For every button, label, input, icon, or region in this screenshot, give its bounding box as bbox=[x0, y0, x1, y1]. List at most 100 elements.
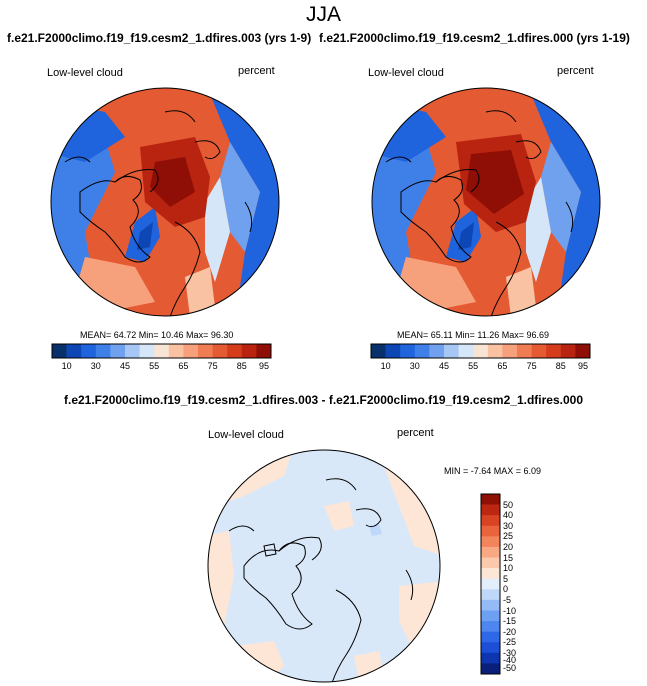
colorbar-swatch bbox=[481, 621, 500, 632]
colorbar-swatch bbox=[481, 525, 500, 537]
colorbar-swatch bbox=[168, 344, 184, 358]
right-tick-label: 45 bbox=[438, 361, 450, 371]
colorbar-swatch bbox=[371, 344, 386, 358]
colorbar-swatch bbox=[481, 494, 500, 505]
left-units-label: percent bbox=[238, 65, 275, 77]
left-stats: MEAN= 64.72 Min= 10.46 Max= 96.30 bbox=[80, 330, 234, 340]
colorbar-swatch bbox=[517, 344, 532, 358]
colorbar-swatch bbox=[481, 642, 500, 654]
diff-tick-label: -20 bbox=[503, 626, 517, 637]
diff-tick-label: -50 bbox=[503, 663, 517, 673]
colorbar-swatch bbox=[481, 589, 500, 601]
colorbar-swatch bbox=[481, 546, 500, 558]
right-units-label: percent bbox=[557, 65, 594, 77]
colorbar-swatch bbox=[487, 344, 503, 358]
left-case-title: f.e21.F2000climo.f19_f19.cesm2_1.dfires.… bbox=[7, 31, 312, 45]
colorbar-swatch bbox=[385, 344, 401, 358]
right-tick-label: 85 bbox=[555, 361, 566, 371]
diff-stats: MIN = -7.64 MAX = 6.09 bbox=[444, 466, 542, 476]
colorbar-swatch bbox=[212, 344, 228, 358]
colorbar-swatch bbox=[256, 344, 272, 358]
colorbar-swatch bbox=[546, 344, 562, 358]
right-tick-label: 55 bbox=[468, 361, 479, 371]
colorbar-swatch bbox=[560, 344, 576, 358]
colorbar-swatch bbox=[429, 344, 445, 358]
left-tick-label: 10 bbox=[61, 361, 72, 371]
colorbar-swatch bbox=[183, 344, 199, 358]
colorbar-swatch bbox=[52, 344, 67, 358]
colorbar-swatch bbox=[198, 344, 213, 358]
colorbar-swatch bbox=[481, 557, 500, 569]
colorbar-swatch bbox=[414, 344, 430, 358]
right-tick-label: 10 bbox=[380, 361, 391, 371]
right-variable-label: Low-level cloud bbox=[368, 67, 444, 79]
colorbar-swatch bbox=[95, 344, 111, 358]
colorbar-swatch bbox=[241, 344, 257, 358]
colorbar-swatch bbox=[481, 515, 500, 527]
colorbar-swatch bbox=[473, 344, 489, 358]
diff-tick-label: 15 bbox=[503, 552, 514, 563]
right-tick-label: 75 bbox=[526, 361, 537, 371]
left-variable-label: Low-level cloud bbox=[47, 67, 123, 79]
colorbar-swatch bbox=[481, 578, 500, 590]
diff-tick-label: -10 bbox=[503, 605, 517, 616]
diff-tick-label: 0 bbox=[503, 584, 509, 595]
right-polar-map bbox=[371, 87, 601, 317]
diff-colorbar-ticks: 50 40 30 25 20 15 10 5 0 -5 -10 -15 -20 … bbox=[481, 494, 541, 674]
diff-tick-label: 25 bbox=[503, 531, 514, 542]
right-stats: MEAN= 65.11 Min= 11.26 Max= 96.69 bbox=[397, 330, 550, 340]
colorbar-swatch bbox=[458, 344, 474, 358]
left-tick-label: 75 bbox=[207, 361, 218, 371]
left-polar-map bbox=[50, 87, 280, 317]
left-tick-label: 30 bbox=[90, 361, 101, 371]
colorbar-swatch bbox=[444, 344, 459, 358]
colorbar-swatch bbox=[125, 344, 140, 358]
colorbar-swatch bbox=[139, 344, 155, 358]
left-tick-label: 95 bbox=[258, 361, 270, 371]
colorbar-swatch bbox=[481, 536, 500, 548]
colorbar-swatch bbox=[481, 568, 500, 580]
colorbar-swatch bbox=[400, 344, 416, 358]
right-colorbar-ticks: 10 30 45 55 65 75 85 95 bbox=[371, 361, 590, 373]
left-tick-label: 85 bbox=[236, 361, 247, 371]
right-tick-label: 30 bbox=[409, 361, 420, 371]
diff-tick-label: -5 bbox=[503, 594, 512, 605]
colorbar-swatch bbox=[154, 344, 170, 358]
diff-tick-label: 30 bbox=[503, 520, 514, 531]
left-tick-label: 65 bbox=[178, 361, 189, 371]
diff-case-title: f.e21.F2000climo.f19_f19.cesm2_1.dfires.… bbox=[64, 393, 583, 407]
left-tick-label: 45 bbox=[119, 361, 131, 371]
right-colorbar bbox=[370, 343, 591, 359]
diff-tick-label: -15 bbox=[503, 616, 517, 627]
colorbar-swatch bbox=[575, 344, 591, 358]
colorbar-swatch bbox=[110, 344, 126, 358]
diff-polar-map bbox=[207, 449, 441, 683]
season-title: JJA bbox=[305, 3, 341, 26]
diff-tick-label: -40 bbox=[503, 655, 517, 665]
diff-tick-label: 20 bbox=[503, 542, 514, 552]
colorbar-swatch bbox=[481, 610, 500, 622]
diff-variable-label: Low-level cloud bbox=[208, 429, 284, 441]
colorbar-swatch bbox=[481, 631, 500, 643]
colorbar-swatch bbox=[531, 344, 547, 358]
colorbar-swatch bbox=[481, 663, 500, 675]
diff-tick-label: 10 bbox=[503, 563, 514, 574]
diff-tick-label: -30 bbox=[503, 647, 517, 658]
diff-units-label: percent bbox=[397, 427, 434, 439]
diff-tick-label: 40 bbox=[503, 510, 514, 521]
left-tick-label: 55 bbox=[149, 361, 160, 371]
right-tick-label: 95 bbox=[577, 361, 589, 371]
right-case-title: f.e21.F2000climo.f19_f19.cesm2_1.dfires.… bbox=[319, 31, 630, 45]
colorbar-swatch bbox=[66, 344, 82, 358]
colorbar-swatch bbox=[227, 344, 243, 358]
diff-colorbar bbox=[480, 493, 501, 675]
left-colorbar-ticks: 10 30 45 55 65 75 85 95 bbox=[52, 361, 271, 373]
diff-tick-label: 5 bbox=[503, 573, 509, 584]
colorbar-swatch bbox=[81, 344, 97, 358]
colorbar-swatch bbox=[502, 344, 518, 358]
diff-tick-label: -25 bbox=[503, 637, 517, 648]
diff-tick-label: 50 bbox=[503, 499, 514, 510]
colorbar-swatch bbox=[481, 504, 500, 516]
left-colorbar bbox=[51, 343, 272, 359]
right-tick-label: 65 bbox=[497, 361, 508, 371]
